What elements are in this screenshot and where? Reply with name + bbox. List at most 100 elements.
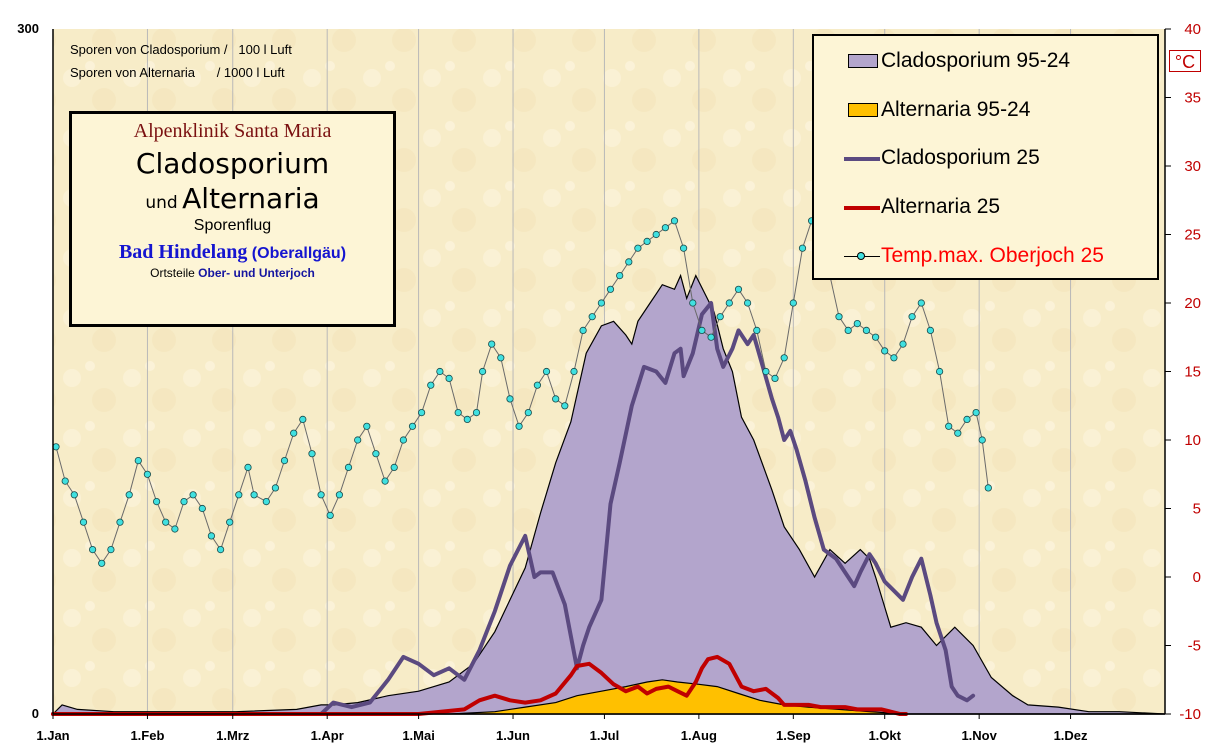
right-axis-ticks: -10 -5 0 5 10 15 20 25 30 35 40 [1165,21,1201,723]
temp-point [716,313,724,321]
legend-label: Alternaria 25 [881,195,1001,218]
temp-point [89,545,97,554]
temp-point [908,313,916,321]
x-tick-label: 1.Dez [1054,728,1088,743]
note-cladosporium: Sporen von Cladosporium / 100 l Luft [70,42,292,57]
temp-point [652,230,660,239]
temp-point [890,354,898,362]
districts-names: Ober- und Unterjoch [198,266,315,280]
temp-point [290,429,298,437]
legend: Cladosporium 95-24 Alternaria 95-24 Clad… [812,34,1159,280]
temp-point [335,491,343,499]
temp-point [862,326,871,334]
temperature-markers [52,217,992,567]
legend-entry: Alternaria 25 [814,192,1157,222]
temp-point [899,340,907,348]
temp-point [217,545,225,554]
temp-point [299,415,307,423]
temp-point [734,285,743,293]
temp-point [917,299,925,307]
temp-point [588,313,596,321]
temp-point [70,491,78,499]
temp-point [153,497,161,506]
temp-point [542,367,551,376]
temp-point [372,450,380,458]
title-cladosporium: Cladosporium [135,147,330,180]
districts-label: Ortsteile [150,266,195,280]
right-tick-label: -5 [1188,638,1201,655]
temp-point [472,408,481,417]
x-tick-label: 1.Aug [681,728,717,743]
temp-point [125,491,133,499]
temp-point [771,374,779,382]
temp-point [436,367,444,376]
legend-entry: Alternaria 95-24 [814,95,1157,125]
temp-point [698,326,706,334]
temp-point [606,285,615,293]
x-tick-label: 1.Okt [868,728,901,743]
right-tick-label: -10 [1179,706,1201,723]
temp-point [354,436,362,444]
legend-line-cladosporium-25 [844,157,880,161]
temp-point [326,511,334,520]
temp-point [317,491,325,499]
temp-point [478,367,487,376]
temp-point [463,415,471,423]
temp-point [408,422,417,430]
x-tick-label: 1.Mrz [216,728,250,743]
legend-swatch-cladosporium-95-24 [848,54,878,68]
left-tick-label: 300 [17,21,39,36]
temp-point [79,518,88,526]
location-name: Bad Hindelang [118,241,248,263]
temp-point [250,491,258,499]
legend-swatch-alternaria-95-24 [848,103,878,117]
temp-point [926,326,935,334]
temp-point [171,525,179,533]
temp-point [107,545,115,554]
temp-point [180,497,188,506]
districts-line: Ortsteile Ober- und Unterjoch [72,266,393,280]
temp-point [625,258,633,266]
area-alternaria-95-24 [53,679,1165,715]
temp-point [363,422,371,430]
x-tick-label: 1.Apr [311,728,344,743]
temp-point [935,367,944,376]
temp-point [524,408,532,417]
temp-point [561,402,569,410]
temp-point [743,299,752,307]
legend-entry: Cladosporium 25 [814,143,1157,173]
temp-point [116,518,124,526]
left-tick-label: 0 [32,706,39,721]
line-alternaria-25 [51,654,908,716]
temp-point [643,237,651,245]
temp-point [198,504,206,513]
right-tick-label: 0 [1193,569,1201,586]
legend-line-alternaria-25 [844,206,880,210]
temp-point [390,463,398,471]
temp-point [753,326,761,334]
temp-point [881,347,889,355]
note-alternaria: Sporen von Alternaria / 1000 l Luft [70,65,285,80]
right-tick-label: 15 [1184,364,1201,381]
temp-point [725,299,733,307]
x-tick-label: 1.Nov [961,728,997,743]
area-cladosporium-95-24 [51,273,1166,715]
temp-point [445,374,453,382]
legend-entry: Temp.max. Oberjoch 25 [814,241,1157,271]
temp-point [853,319,861,328]
x-tick-label: 1.Feb [130,728,164,743]
temp-point [235,491,243,499]
temp-point [707,333,715,341]
temp-point [871,333,880,341]
temp-point [189,491,197,499]
clinic-name: Alpenklinik Santa Maria [133,120,332,142]
temp-point [207,532,215,540]
temp-point [271,484,279,492]
temp-point [417,408,426,417]
line-cladosporium-25 [51,301,976,716]
temp-point [789,299,797,307]
temp-point [570,367,578,376]
temp-point [597,299,606,307]
title-line-3: und Alternaria [72,182,393,215]
right-tick-label: 35 [1184,90,1201,107]
